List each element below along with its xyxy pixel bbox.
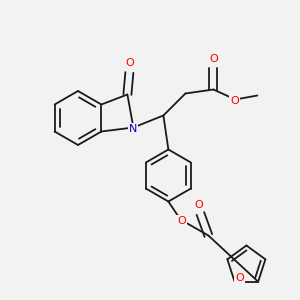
Text: N: N [129,124,138,134]
Text: O: O [235,273,244,283]
Text: O: O [230,95,239,106]
Text: O: O [194,200,203,209]
Text: O: O [177,215,186,226]
Text: O: O [209,53,218,64]
Text: O: O [125,58,134,68]
